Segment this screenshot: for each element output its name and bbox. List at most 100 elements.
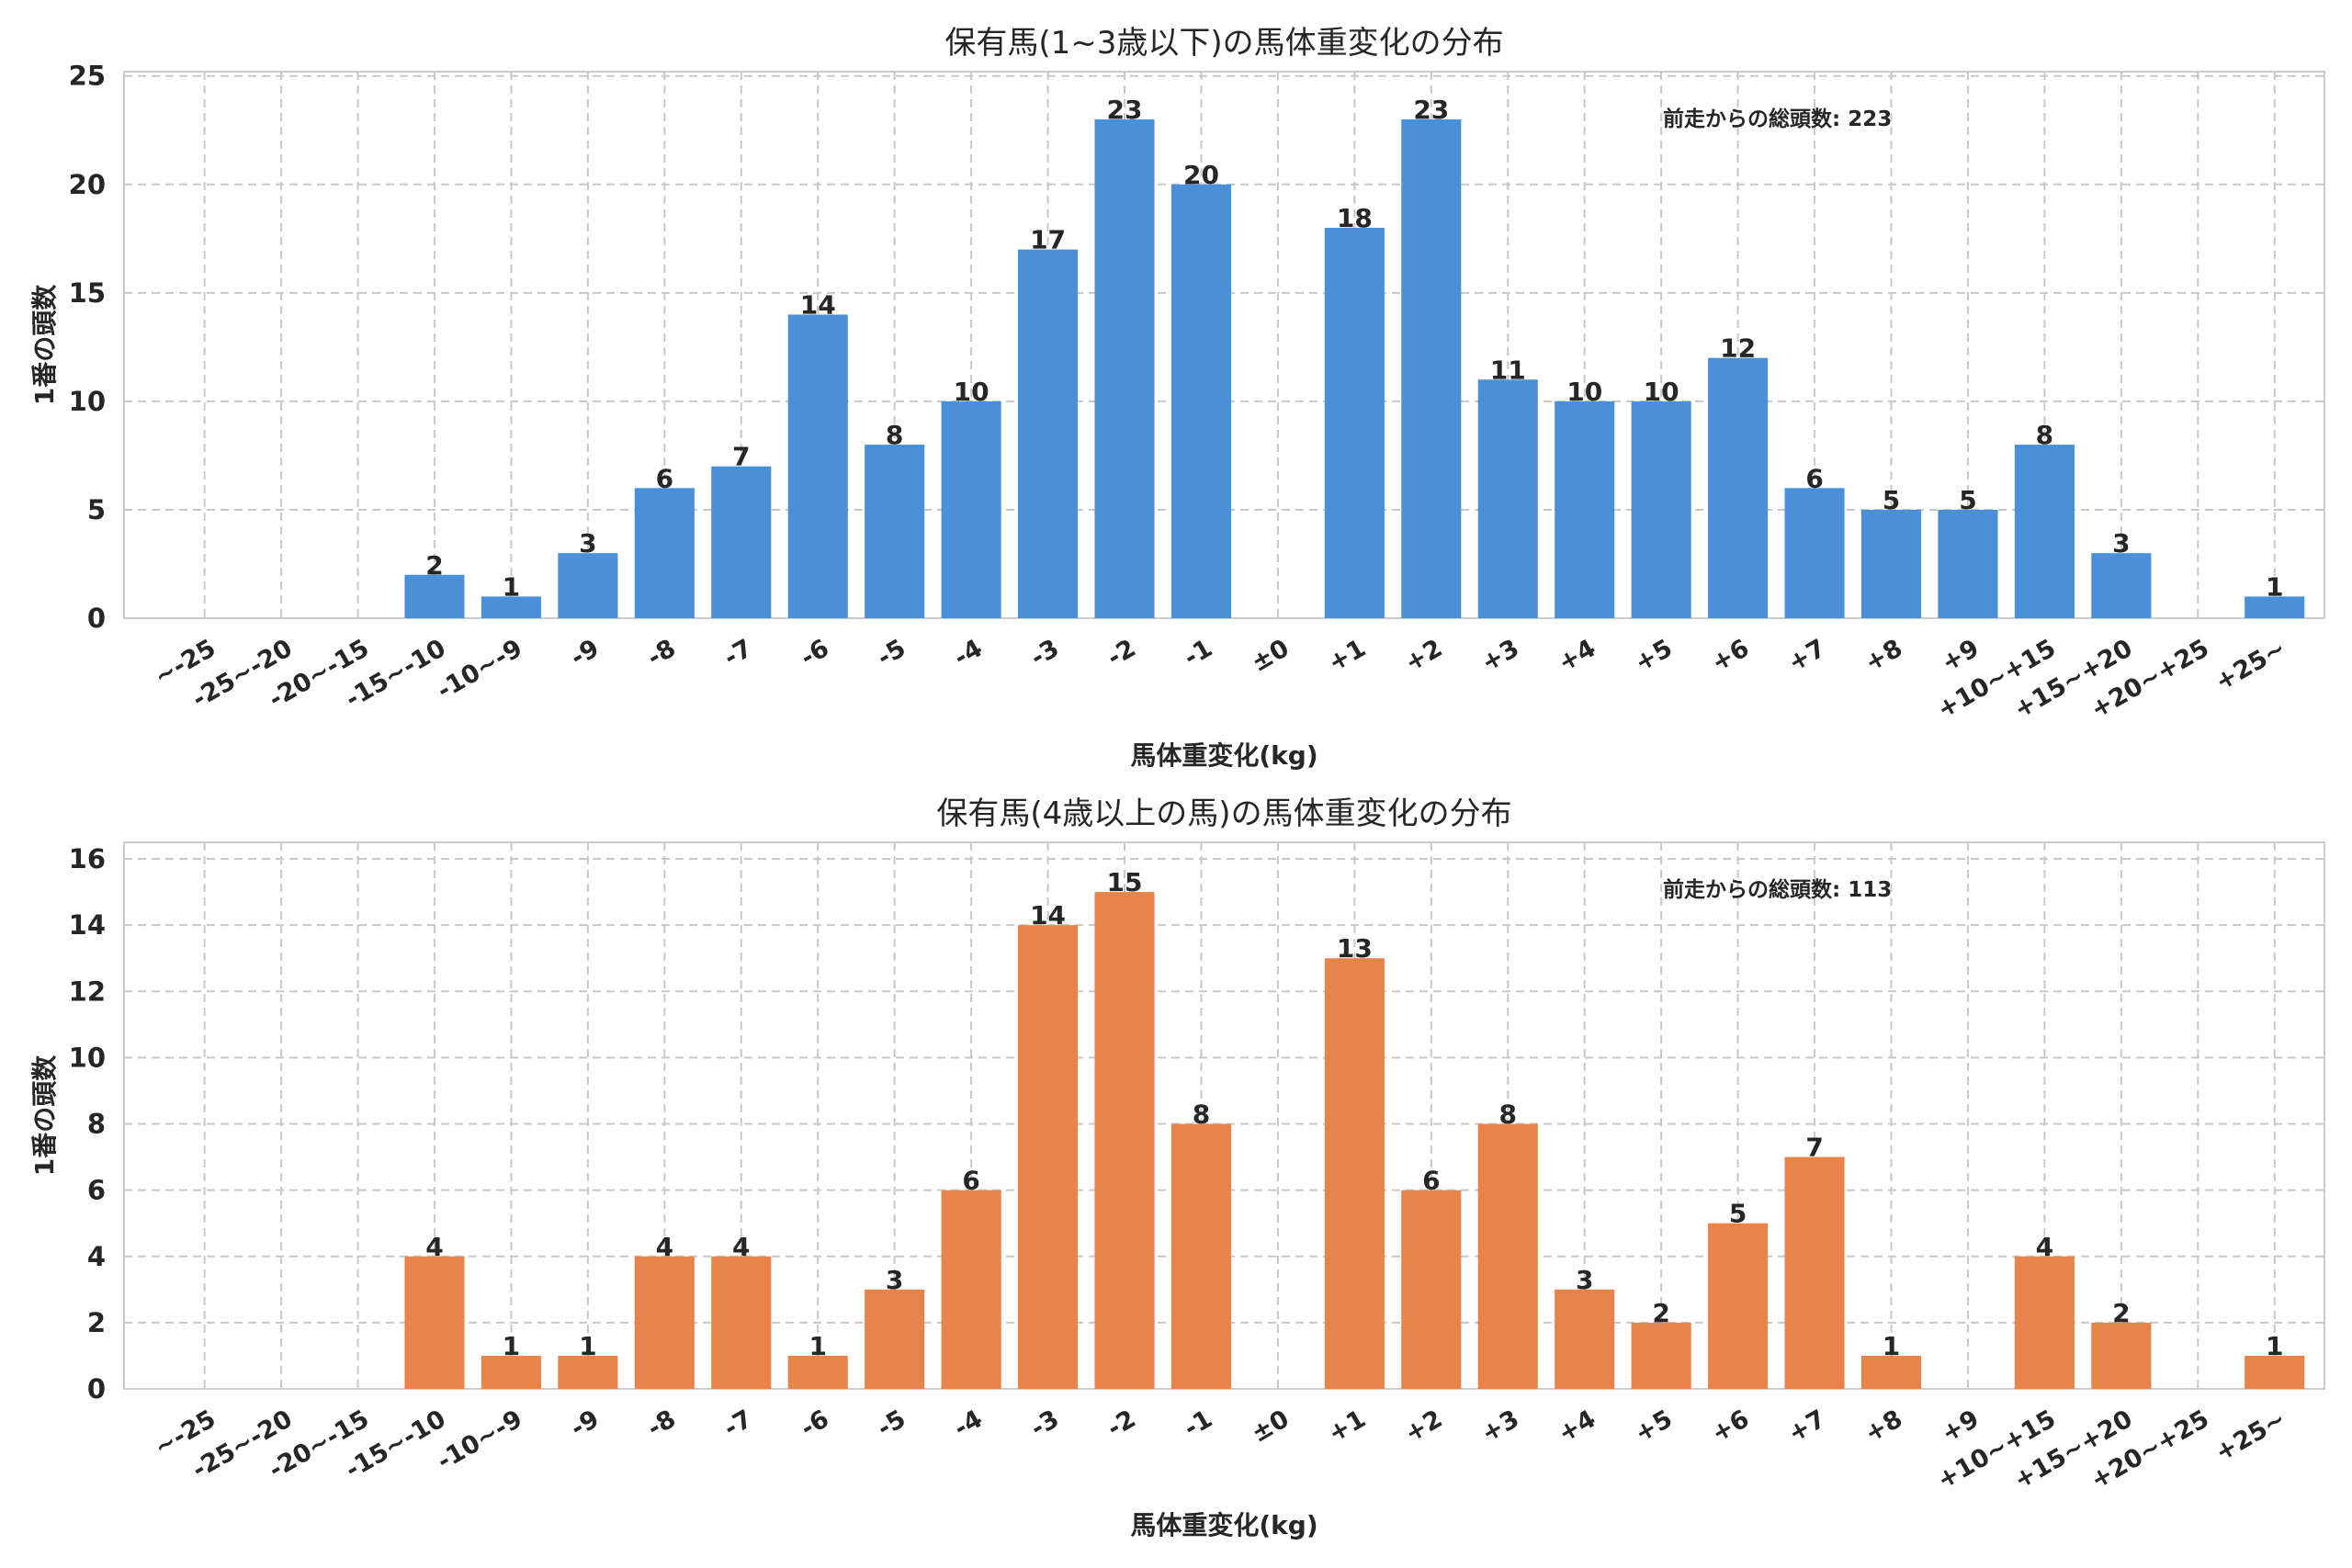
x-tick-label: +6 [1707, 1404, 1754, 1449]
bar-value-label: 11 [1490, 355, 1526, 385]
bar-value-label: 4 [425, 1232, 443, 1262]
bar-value-label: 1 [808, 1331, 826, 1361]
x-axis-label: 馬体重変化(kg) [1130, 740, 1317, 771]
x-tick-label: +25~ [2211, 1404, 2290, 1467]
bar-value-label: 20 [1183, 160, 1219, 190]
bar [1631, 400, 1691, 618]
total-count-annotation: 前走からの総頭数: 113 [1663, 877, 1892, 902]
y-tick-label: 10 [69, 1042, 106, 1073]
y-tick-label: 20 [69, 169, 106, 200]
bar-value-label: 13 [1337, 933, 1373, 964]
bar-value-label: 3 [579, 528, 596, 558]
bar-value-label: 3 [2112, 528, 2130, 558]
x-tick-label: -1 [1179, 634, 1216, 672]
y-tick-label: 8 [87, 1109, 106, 1140]
bar-value-label: 6 [656, 463, 673, 493]
bar [1324, 958, 1385, 1389]
bar [1477, 379, 1538, 618]
bar [1094, 118, 1155, 618]
x-tick-label: +7 [1783, 634, 1830, 678]
bar-value-label: 12 [1720, 333, 1756, 364]
y-tick-label: 2 [87, 1307, 106, 1338]
x-tick-label: ±0 [1247, 634, 1294, 678]
y-tick-label: 0 [87, 1373, 106, 1404]
x-tick-label: -4 [949, 1404, 987, 1443]
x-tick-label: +3 [1476, 634, 1523, 678]
bar-value-label: 6 [962, 1166, 979, 1196]
bar [2014, 445, 2075, 618]
bar-value-label: 23 [1107, 95, 1143, 125]
bar [1784, 488, 1845, 618]
x-tick-label: +7 [1783, 1404, 1830, 1449]
bar-value-label: 10 [954, 377, 989, 407]
bar-value-label: 8 [886, 420, 903, 450]
bar [2091, 1322, 2152, 1389]
y-tick-label: 16 [69, 843, 106, 874]
bar-value-label: 1 [1883, 1331, 1900, 1361]
bar [404, 1256, 465, 1389]
x-tick-label: +1 [1323, 634, 1370, 678]
y-tick-label: 0 [87, 603, 106, 634]
bar-value-label: 6 [1422, 1166, 1440, 1196]
x-tick-label: -8 [642, 634, 680, 672]
bar-value-label: 15 [1107, 867, 1143, 897]
x-tick-label: ±0 [1247, 1404, 1294, 1449]
bar-value-label: 6 [1805, 463, 1823, 493]
bar [1170, 184, 1232, 618]
bar [481, 596, 541, 618]
bar-value-label: 2 [425, 550, 443, 581]
chart-title: 保有馬(1~3歳以下)の馬体重変化の分布 [944, 25, 1503, 62]
bar [404, 574, 465, 618]
bar-value-label: 14 [1030, 900, 1066, 931]
x-tick-label: -7 [719, 1404, 757, 1443]
bar-value-label: 1 [579, 1331, 596, 1361]
bar [1324, 228, 1385, 618]
x-tick-label: -9 [566, 634, 604, 672]
x-tick-label: -1 [1179, 1404, 1216, 1443]
bar [787, 1355, 848, 1389]
bar [1477, 1123, 1538, 1389]
x-tick-label: +25~ [2211, 634, 2290, 696]
bar [634, 488, 695, 618]
bar [1018, 925, 1079, 1389]
bar [1555, 1289, 1615, 1389]
bar [865, 1289, 925, 1389]
x-tick-label: -6 [796, 1404, 833, 1443]
bar [2245, 596, 2305, 618]
bar [1708, 357, 1769, 618]
bar [1094, 892, 1155, 1389]
y-tick-label: 4 [87, 1241, 106, 1272]
x-tick-label: +9 [1937, 634, 1984, 678]
chart-title: 保有馬(4歳以上の馬)の馬体重変化の分布 [936, 795, 1511, 832]
x-tick-label: +3 [1476, 1404, 1523, 1449]
x-tick-label: +4 [1554, 1404, 1600, 1449]
bar [481, 1355, 541, 1389]
bar-value-label: 3 [1576, 1265, 1593, 1295]
x-tick-label: -5 [873, 634, 910, 672]
y-tick-label: 25 [69, 61, 106, 92]
bar-value-label: 1 [2266, 571, 2283, 602]
bar-value-label: 3 [886, 1265, 903, 1295]
bar [558, 1355, 618, 1389]
x-tick-label: +8 [1860, 1404, 1907, 1449]
y-tick-label: 15 [69, 277, 106, 309]
bar [1018, 249, 1079, 618]
bar-value-label: 8 [1499, 1100, 1517, 1130]
bar-value-label: 2 [1652, 1298, 1669, 1328]
bar-value-label: 7 [1805, 1133, 1823, 1163]
y-axis-label: 1番の頭数 [29, 1055, 60, 1176]
bar-value-label: 10 [1644, 377, 1679, 407]
x-tick-label: +2 [1400, 1404, 1447, 1449]
bar [1170, 1123, 1232, 1389]
bar [2014, 1256, 2075, 1389]
x-tick-label: -3 [1026, 1404, 1064, 1443]
x-tick-label: -6 [796, 634, 833, 672]
bar-value-label: 18 [1337, 203, 1373, 233]
bar-value-label: 1 [503, 1331, 520, 1361]
x-tick-label: -7 [719, 634, 757, 672]
x-tick-label: +6 [1707, 634, 1754, 678]
bar [711, 1256, 772, 1389]
bar-value-label: 1 [2266, 1331, 2283, 1361]
bar-value-label: 10 [1566, 377, 1602, 407]
